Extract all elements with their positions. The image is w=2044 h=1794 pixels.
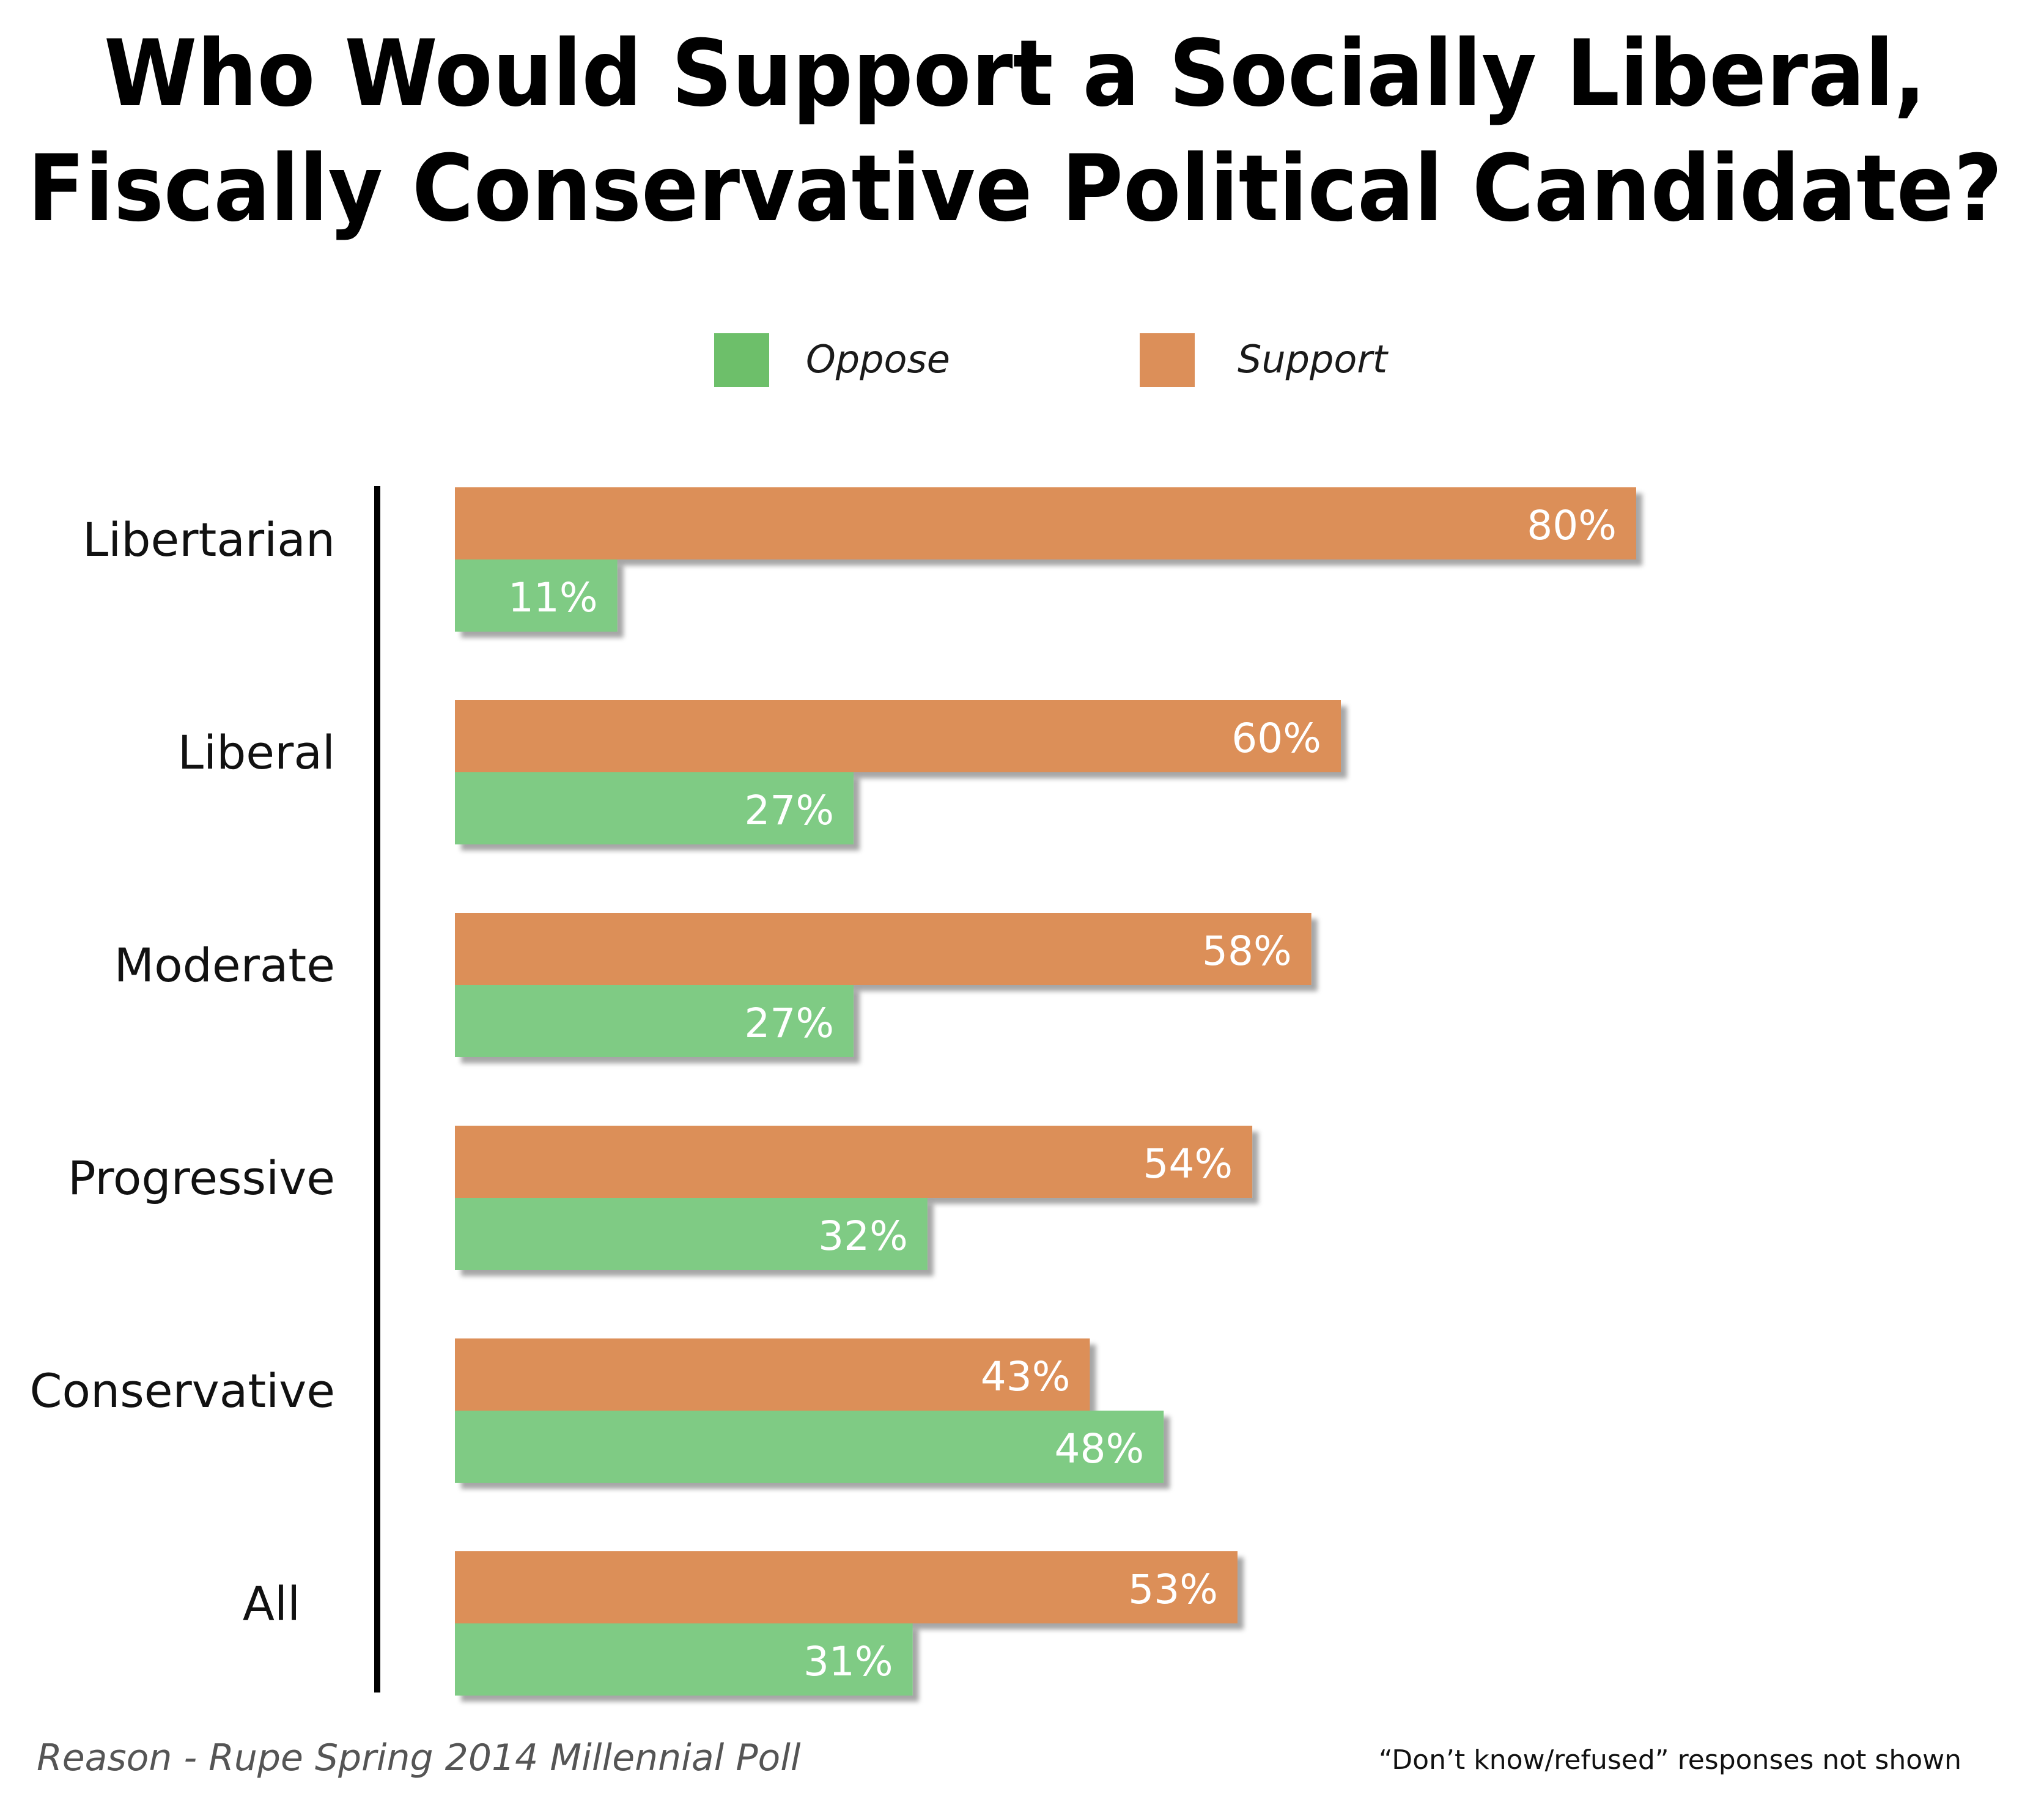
bar-support-moderate	[455, 913, 1312, 985]
bar-support-all	[455, 1551, 1238, 1623]
category-label-all: All	[243, 1576, 300, 1631]
bar-oppose-liberal	[455, 772, 854, 844]
footnote: “Don’t know/refused” responses not shown	[1379, 1744, 1961, 1776]
value-label-support-moderate: 58%	[1202, 928, 1292, 975]
category-label-moderate: Moderate	[114, 938, 335, 992]
bars	[455, 487, 1636, 1696]
bar-support-conservative	[455, 1338, 1090, 1411]
bar-oppose-progressive	[455, 1198, 928, 1270]
value-label-support-all: 53%	[1128, 1566, 1218, 1613]
value-label-support-libertarian: 80%	[1527, 502, 1617, 549]
source-note: Reason - Rupe Spring 2014 Millennial Pol…	[37, 1737, 801, 1779]
bar-support-liberal	[455, 700, 1341, 772]
legend-label-oppose: Oppose	[806, 337, 950, 382]
value-label-oppose-progressive: 32%	[818, 1213, 908, 1260]
legend-swatch-oppose	[714, 333, 769, 387]
legend-swatch-support	[1140, 333, 1195, 387]
value-label-support-conservative: 43%	[981, 1353, 1071, 1400]
chart-title-line-2: Fiscally Conservative Political Candidat…	[28, 136, 2002, 242]
value-label-support-progressive: 54%	[1143, 1140, 1233, 1187]
value-label-oppose-libertarian: 11%	[508, 574, 598, 621]
category-label-conservative: Conservative	[29, 1364, 335, 1418]
value-label-oppose-all: 31%	[803, 1638, 893, 1685]
value-label-oppose-moderate: 27%	[744, 1000, 834, 1047]
value-label-oppose-liberal: 27%	[744, 787, 834, 834]
legend: Oppose Support	[714, 333, 1389, 387]
bar-oppose-conservative	[455, 1411, 1164, 1483]
bar-oppose-moderate	[455, 985, 854, 1057]
category-labels: Libertarian Liberal Moderate Progressive Con…	[29, 512, 335, 1631]
bar-oppose-all	[455, 1623, 913, 1696]
value-label-oppose-conservative: 48%	[1054, 1425, 1144, 1472]
chart-title-line-1: Who Would Support a Socially Liberal,	[104, 21, 1926, 127]
bar-support-progressive	[455, 1126, 1253, 1198]
value-label-support-liberal: 60%	[1231, 715, 1321, 762]
bar-support-libertarian	[455, 487, 1636, 559]
value-labels: 80% 11% 60% 27% 58% 27% 54% 32% 43% 48% 53% 31%	[508, 502, 1617, 1685]
category-label-libertarian: Libertarian	[83, 512, 335, 567]
category-label-progressive: Progressive	[68, 1151, 335, 1205]
bar-oppose-libertarian	[455, 559, 618, 632]
category-label-liberal: Liberal	[178, 725, 335, 780]
legend-label-support: Support	[1238, 337, 1389, 382]
